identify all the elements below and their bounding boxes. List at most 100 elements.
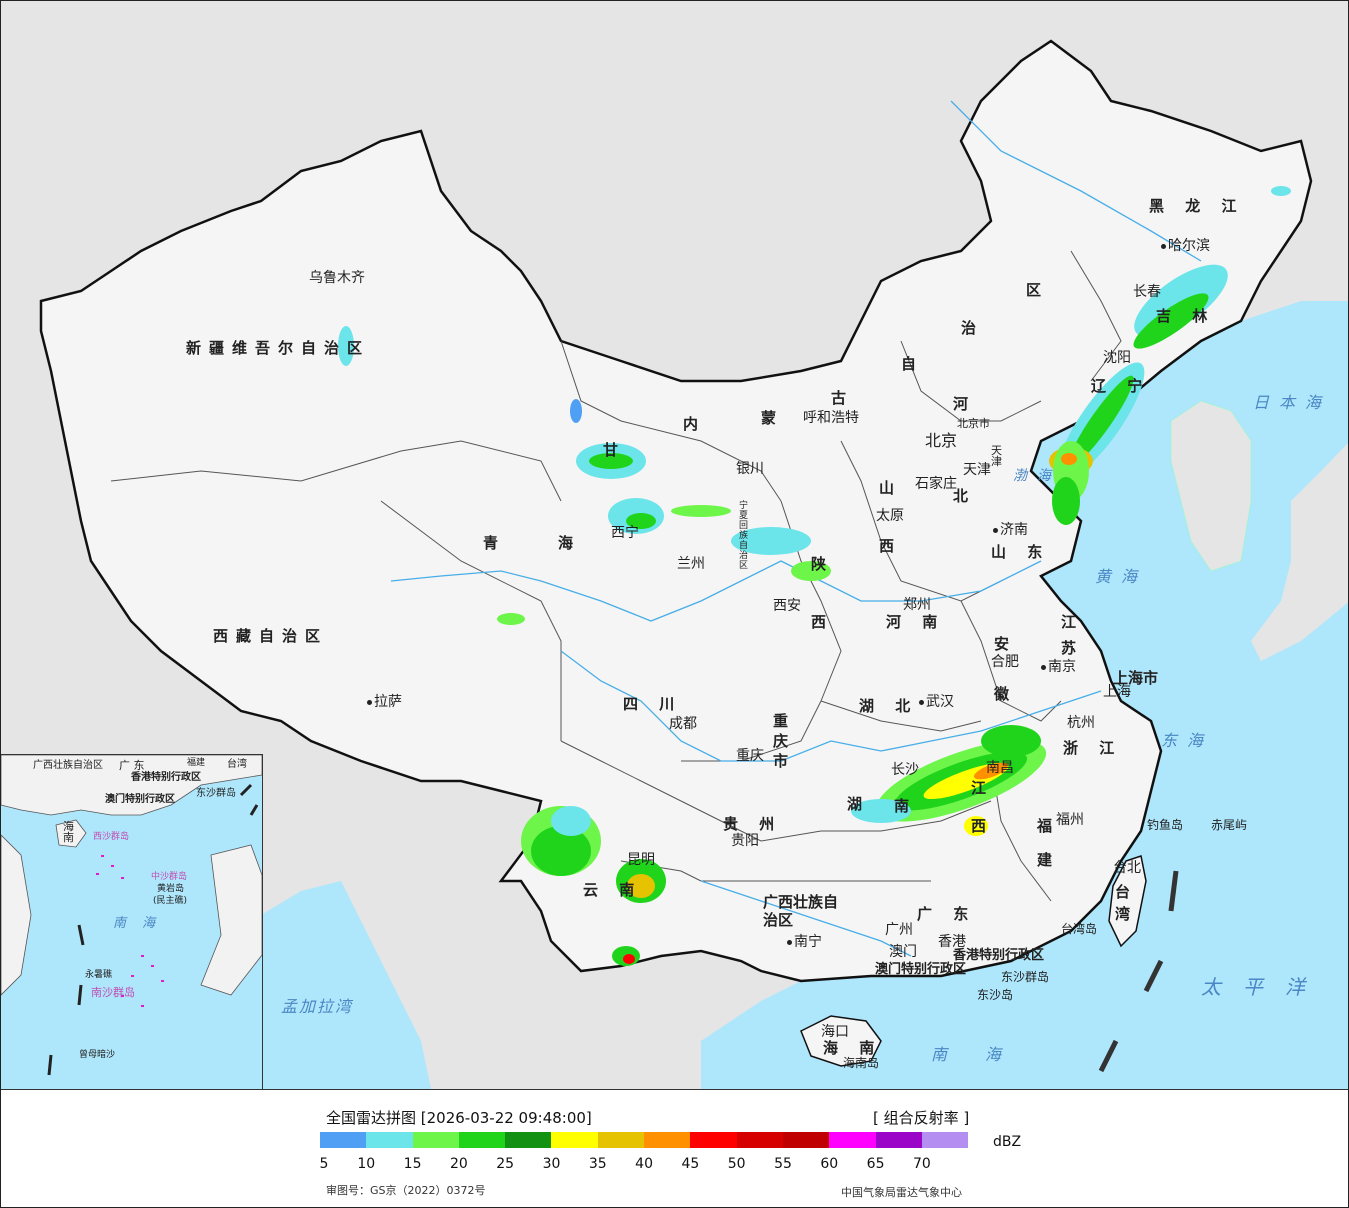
province-guizhou: 贵 州 xyxy=(723,815,783,833)
province-shanxi-2: 西 xyxy=(879,537,903,555)
inset-yongshu: 永暑礁 xyxy=(85,970,113,980)
japan-land xyxy=(1251,443,1348,661)
province-anhui-2: 徽 xyxy=(994,685,1018,703)
korea-land xyxy=(1170,400,1252,572)
legend-tick-35: 35 xyxy=(588,1156,607,1172)
source-agency: 中国气象局雷达气象中心 xyxy=(841,1186,962,1199)
map-approval-number: 审图号：GS京（2022）0372号 xyxy=(326,1184,486,1197)
province-qinghai-2: 海 xyxy=(558,534,582,552)
legend-product: [ 组合反射率 ] xyxy=(873,1109,970,1127)
city-wuhan: 武汉 xyxy=(919,695,954,709)
legend-panel: 全国雷达拼图 [2026-03-22 09:48:00] [ 组合反射率 ] d… xyxy=(1,1090,1348,1207)
city-taipei: 台北 xyxy=(1113,860,1141,876)
province-neimenggu-6: 区 xyxy=(1026,281,1050,299)
province-shandong: 山 东 xyxy=(991,543,1051,561)
south-china-sea-inset: 广西壮族自治区 广 东 福建 台湾 香港特别行政区 澳门特别行政区 东沙群岛 海… xyxy=(1,754,263,1089)
city-fuzhou: 福州 xyxy=(1056,812,1084,828)
province-hebei-1: 河 xyxy=(953,395,977,413)
province-guangxi: 广西壮族自治区 xyxy=(763,893,839,929)
legend-swatch-1 xyxy=(366,1132,413,1148)
map-basemap xyxy=(39,39,1348,1089)
island-dongsha-qundao: 东沙群岛 xyxy=(1001,970,1050,984)
legend-unit: dBZ xyxy=(993,1134,1022,1150)
legend-tick-10: 10 xyxy=(357,1156,376,1172)
inset-guangxi: 广西壮族自治区 xyxy=(33,760,103,771)
province-neimenggu-4: 自 xyxy=(901,355,925,373)
island-diaoyu: 钓鱼岛 xyxy=(1147,818,1184,832)
province-taiwan: 台湾 xyxy=(1115,883,1131,923)
city-guiyang: 贵阳 xyxy=(731,833,759,849)
province-jiangxi-1: 江 xyxy=(971,779,995,797)
radar-echoes xyxy=(338,186,1291,966)
legend-tick-30: 30 xyxy=(542,1156,561,1172)
province-neimenggu-5: 治 xyxy=(961,319,985,337)
city-chongqing: 重庆 xyxy=(736,748,764,764)
inset-hainan: 海 南 xyxy=(63,820,74,844)
province-jiangxi-2: 西 xyxy=(971,817,995,835)
legend-tick-20: 20 xyxy=(449,1156,468,1172)
legend-swatch-10 xyxy=(782,1132,830,1148)
province-beijing: 北京市 xyxy=(957,417,990,430)
city-guangzhou: 广州 xyxy=(885,922,913,938)
legend-title: 全国雷达拼图 [2026-03-22 09:48:00] xyxy=(326,1109,592,1127)
legend-tick-65: 65 xyxy=(866,1156,885,1172)
city-shijiazhuang: 石家庄 xyxy=(915,476,957,492)
legend-swatch-0 xyxy=(320,1132,367,1148)
bengal-sea-area xyxy=(231,881,431,1089)
island-hainan: 海南岛 xyxy=(843,1056,880,1070)
province-fujian-2: 建 xyxy=(1037,851,1061,869)
city-nanning: 南宁 xyxy=(787,935,822,949)
inset-minzhu: (民主礁) xyxy=(153,896,188,906)
province-jiangsu-1: 江 xyxy=(1061,613,1085,631)
city-taiyuan: 太原 xyxy=(876,508,904,524)
legend-tick-25: 25 xyxy=(496,1156,515,1172)
legend-tick-45: 45 xyxy=(681,1156,700,1172)
echo-jiangxi xyxy=(851,725,1047,836)
inset-fujian: 福建 xyxy=(187,758,206,768)
legend-swatch-5 xyxy=(551,1132,598,1148)
province-tianjin: 天津 xyxy=(991,444,1002,468)
province-neimenggu-1: 内 xyxy=(683,415,707,433)
province-jilin: 吉 林 xyxy=(1156,307,1216,325)
city-lanzhou: 兰州 xyxy=(677,556,705,572)
inset-guangdong: 广 东 xyxy=(119,759,145,772)
province-chongqing: 重庆市 xyxy=(773,712,797,770)
echo-yunnan xyxy=(521,806,666,966)
province-sichuan: 四 川 xyxy=(623,695,683,713)
sea-yellow: 黄海 xyxy=(1095,567,1148,586)
province-xizang: 西藏自治区 xyxy=(213,627,329,645)
maritime-boundary xyxy=(1098,870,1179,1073)
inset-taiwan: 台湾 xyxy=(227,759,247,770)
echo-northeast xyxy=(1049,264,1228,525)
legend-swatch-13 xyxy=(921,1132,969,1148)
city-shenyang: 沈阳 xyxy=(1103,350,1131,366)
hainan-island xyxy=(800,1015,882,1067)
inset-zengmu: 曾母暗沙 xyxy=(79,1050,116,1060)
province-qinghai-1: 青 xyxy=(483,534,507,552)
legend-tick-5: 5 xyxy=(319,1156,329,1172)
city-xining: 西宁 xyxy=(611,525,639,541)
city-zhengzhou: 郑州 xyxy=(903,597,931,613)
province-hubei: 湖 北 xyxy=(859,697,919,715)
legend-swatch-4 xyxy=(505,1132,552,1148)
inset-nansha: 南沙群岛 xyxy=(91,986,135,999)
province-hainan: 海 南 xyxy=(823,1039,883,1057)
legend-ticks: 5 10 15 20 25 30 35 40 45 50 55 60 65 70 xyxy=(320,1156,980,1172)
inset-xisha: 西沙群岛 xyxy=(93,832,130,842)
legend-swatch-7 xyxy=(644,1132,691,1148)
echo-scattered xyxy=(338,186,1291,625)
province-shaanxi-2: 西 xyxy=(811,613,835,631)
legend-swatch-11 xyxy=(829,1132,876,1148)
province-neimenggu-3: 古 xyxy=(831,389,855,407)
taiwan-island xyxy=(1108,855,1147,948)
province-neimenggu-2: 蒙 xyxy=(761,409,785,427)
city-harbin: 哈尔滨 xyxy=(1161,239,1210,253)
province-shaanxi-1: 陕 xyxy=(811,555,835,573)
inset-basemap xyxy=(1,755,262,1076)
province-yunnan: 云 南 xyxy=(583,881,643,899)
city-hangzhou: 杭州 xyxy=(1067,715,1095,731)
city-changsha: 长沙 xyxy=(891,762,919,778)
city-changchun: 长春 xyxy=(1133,284,1161,300)
legend-tick-40: 40 xyxy=(635,1156,654,1172)
